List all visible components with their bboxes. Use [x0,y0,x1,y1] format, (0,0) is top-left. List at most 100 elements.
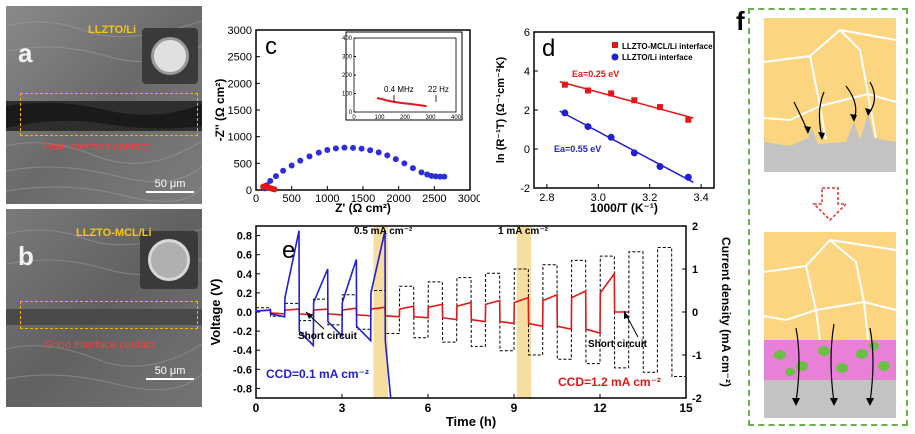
c-inset-xtick-label: 100 [374,115,385,121]
c-inset-xtick-label: 300 [425,115,436,121]
e-xtick-label: 15 [679,401,693,415]
c-inset-ytick-label: 200 [342,73,353,79]
panel-label-c: c [265,33,277,60]
e-xtick-label: 9 [511,401,518,415]
d-point [684,173,692,181]
c-xtick-label: 1000 [315,193,339,205]
c-inset-ytick-label: 300 [342,55,353,61]
e-y2tick-label: -2 [692,393,702,405]
schematic-drawing [763,18,897,418]
rate-annot-1: 0.5 mA cm⁻² [354,226,413,237]
e-ytick-label: 0.6 [237,250,252,262]
scale-label-b: 50 μm [154,365,186,377]
d-fit-line [559,80,694,119]
c-point [350,144,357,151]
ea-annot-2: Ea=0.55 eV [554,144,601,154]
sample-title-b: LLZTO-MCL/Li [76,227,152,239]
caption-a: Poor interface contact [42,141,150,153]
c-inset-ytick-label: 100 [342,92,353,98]
c-ytick-label: 500 [234,158,252,170]
e-xtick-label: 3 [339,401,346,415]
d-xlabel: 1000/T (K⁻¹) [590,201,658,215]
panel-label-a: a [18,38,33,68]
d-point [584,123,592,131]
d-ytick-label: 6 [524,27,530,39]
e-xlabel: Time (h) [446,414,496,429]
c-inset-ytick-label: 400 [342,36,353,42]
c-ytick-label: 2500 [228,52,252,64]
legend-mcl: LLZTO-MCL/Li interface [622,42,713,51]
c-inset-ytick-label: 0 [349,110,353,116]
chart-e: -0.8-0.6-0.4-0.20.00.20.40.60.8 -2-1012 … [208,221,733,429]
d-ylabel: ln (R⁻¹T) (Ω⁻¹cm⁻²K) [495,57,507,164]
c-xtick-label: 2000 [386,193,410,205]
c-point [315,149,322,156]
d-point [631,97,638,104]
c-point [392,156,399,163]
d-ytick-label: 4 [524,66,530,78]
e-ytick-label: 0.2 [237,288,252,300]
c-ylabel: -Z'' (Ω cm²) [213,79,227,142]
c-point [332,145,339,152]
c-point [418,169,425,176]
d-point [656,163,664,171]
d-point [685,116,692,123]
c-point [441,173,448,180]
c-xtick-label: 2500 [422,193,446,205]
c-inset-line [376,97,427,108]
c-ytick-label: 0 [246,185,252,197]
interface-box [20,93,198,136]
e-ytick-label: -0.4 [233,345,253,357]
d-point [561,81,568,88]
e-xtick-label: 6 [425,401,432,415]
c-xtick-label: 0 [253,193,259,205]
c-point [271,186,278,193]
sem-texture-b [6,209,202,407]
d-xtick-label: 3.4 [693,192,708,204]
e-series-line [255,230,392,399]
ea-annot-1: Ea=0.25 eV [572,69,619,79]
caption-b: Good interface contact [44,339,155,351]
inset-annot-2: 22 Hz [428,85,449,94]
e-ylabel: Voltage (V) [208,279,223,346]
coin-cell-photo [142,28,198,84]
e-ytick-label: 0.8 [237,231,252,243]
e-y2tick-label: 1 [692,264,698,276]
panel-label-f: f [736,6,745,36]
d-ytick-label: 2 [524,105,530,117]
d-point [607,133,615,141]
scale-bar-b: 50 μm [146,365,194,380]
e-y2tick-label: 2 [692,221,698,233]
c-point [288,162,295,169]
c-ytick-label: 2000 [228,78,252,90]
c-point [324,147,331,153]
c-point [306,153,313,160]
short-annot-1: Short circuit [298,331,358,342]
e-y2tick-label: 0 [692,307,698,319]
e-ytick-label: 0.0 [237,307,252,319]
c-point [367,147,374,154]
sem-image-a: a LLZTO/Li Poor interface contact 50 μm [6,6,202,204]
d-ytick-label: -2 [520,183,530,195]
e-ytick-label: -0.2 [233,326,252,338]
c-point [297,157,304,164]
sample-title-a: LLZTO/Li [88,24,137,36]
c-inset-xtick-label: 200 [400,115,411,121]
inset-annot-1: 0.4 MHz [384,85,414,94]
panel-label-d: d [542,35,555,62]
d-xtick-label: 2.8 [539,192,554,204]
d-point [585,87,591,94]
c-inset-xtick-label: 0 [352,115,356,121]
d-point [561,109,569,117]
scale-bar-a: 50 μm [146,178,194,193]
e-series-line [255,271,629,335]
e-ytick-label: 0.4 [237,269,253,281]
ccd-annot-2: CCD=1.2 mA cm⁻² [558,375,661,389]
short-annot-2: Short circuit [588,339,648,350]
rate-annot-2: 1 mA cm⁻² [498,226,549,237]
c-xlabel: Z' (Ω cm²) [335,201,391,215]
e-y2tick-label: -1 [692,350,702,362]
c-point [401,160,408,167]
d-ytick-label: 0 [524,144,530,156]
